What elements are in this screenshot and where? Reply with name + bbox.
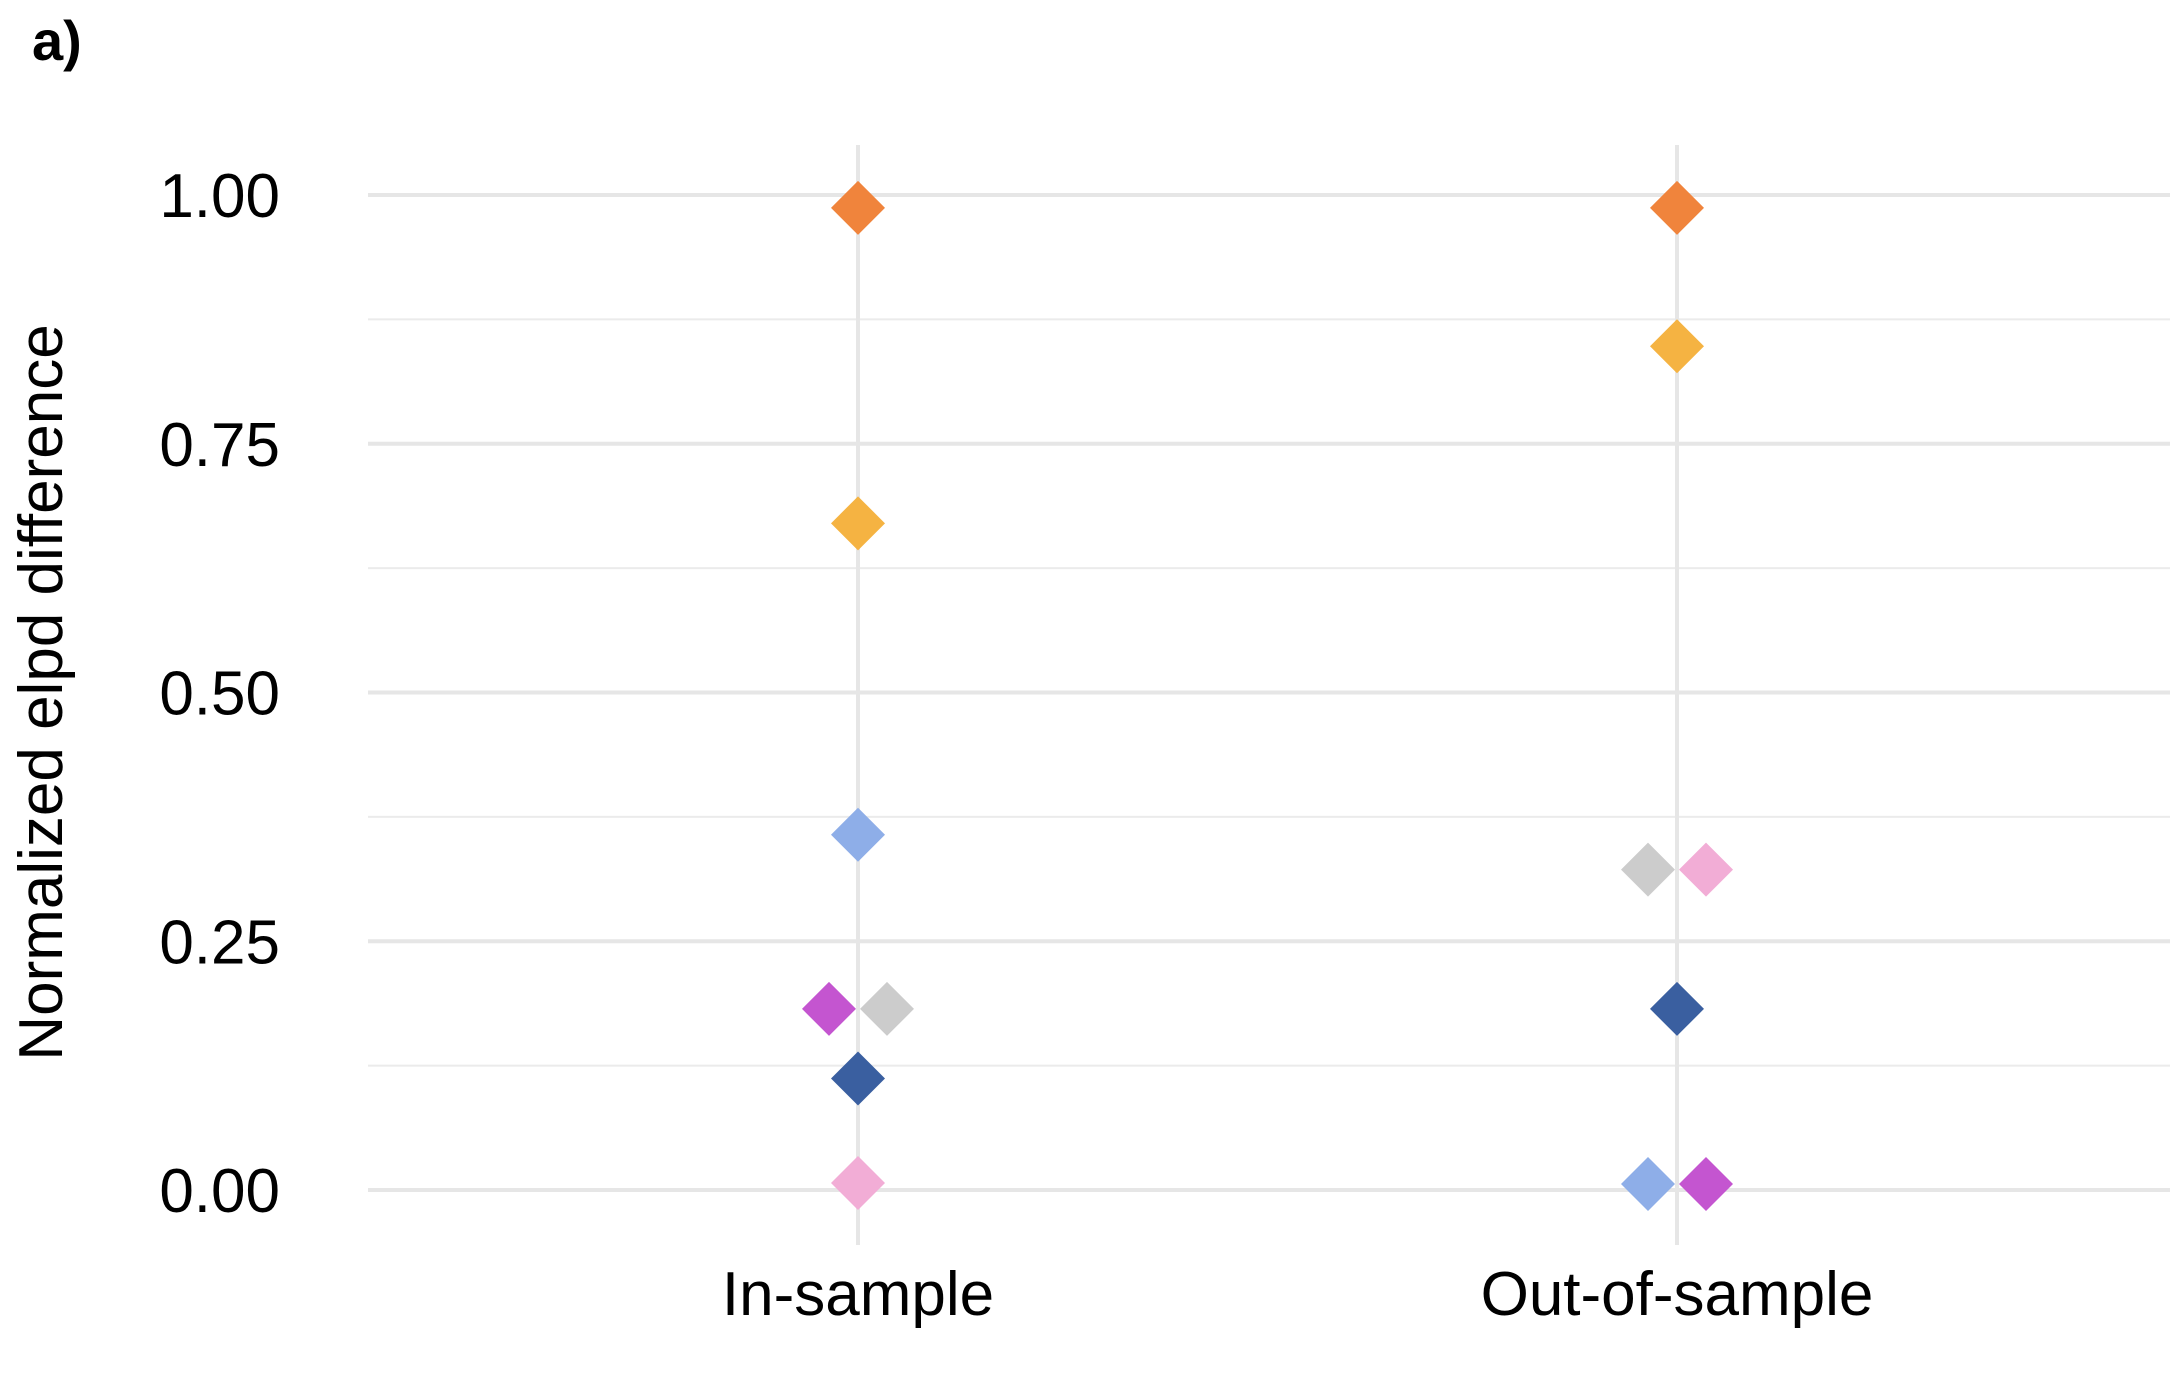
data-point bbox=[831, 807, 885, 862]
grid bbox=[368, 145, 2170, 1245]
data-point bbox=[1621, 1157, 1675, 1212]
data-point bbox=[1650, 981, 1704, 1036]
data-point bbox=[860, 981, 914, 1036]
x-tick-label: Out-of-sample bbox=[1481, 1260, 1874, 1329]
x-tick-label: In-sample bbox=[722, 1260, 994, 1329]
y-tick-label: 1.00 bbox=[159, 162, 280, 231]
data-points bbox=[802, 180, 1733, 1212]
y-tick-label: 0.00 bbox=[159, 1157, 280, 1226]
y-tick-label: 0.75 bbox=[159, 411, 280, 480]
data-point bbox=[831, 180, 885, 235]
data-point bbox=[1679, 842, 1733, 897]
y-axis-title: Normalized elpd difference bbox=[7, 324, 76, 1060]
y-tick-label: 0.25 bbox=[159, 908, 280, 977]
y-tick-label: 0.50 bbox=[159, 660, 280, 729]
data-point bbox=[831, 1156, 885, 1211]
data-point bbox=[1650, 180, 1704, 235]
panel-label: a) bbox=[32, 9, 82, 72]
data-point bbox=[1621, 842, 1675, 897]
data-point bbox=[831, 496, 885, 551]
data-point bbox=[1650, 319, 1704, 374]
data-point bbox=[802, 981, 856, 1036]
data-point bbox=[831, 1051, 885, 1106]
y-tick-labels: 0.00 0.25 0.50 0.75 1.00 bbox=[159, 162, 280, 1226]
data-point bbox=[1679, 1157, 1733, 1212]
x-tick-labels: In-sample Out-of-sample bbox=[722, 1260, 1874, 1329]
